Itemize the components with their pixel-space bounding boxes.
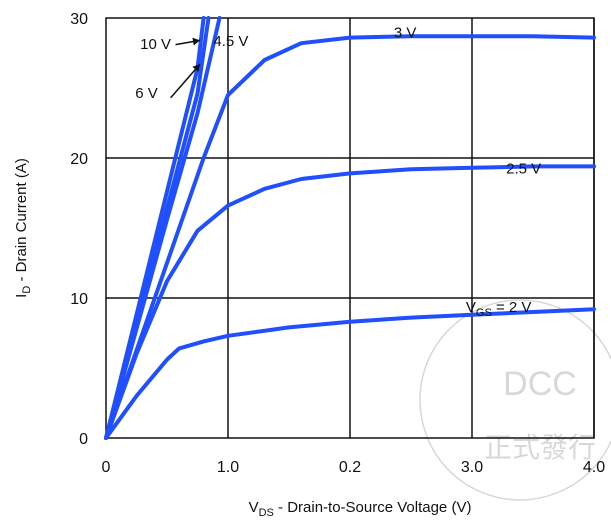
y-tick-label-0: 0 xyxy=(79,431,88,448)
series-line-4-5-v xyxy=(104,16,222,440)
plot-frame xyxy=(105,17,595,439)
annotation-arrowhead-6-v xyxy=(192,64,200,73)
x-tick-label-0: 0 xyxy=(102,459,111,476)
x-axis-title-main: V xyxy=(249,499,259,516)
annotation-label-6-v: 6 V xyxy=(135,85,158,102)
y-tick-label-1: 10 xyxy=(70,291,88,308)
y-axis-title-subscript: D xyxy=(21,286,33,294)
y-tick-label-3: 30 xyxy=(70,11,88,28)
annotation-marks: 10 V 6 V 4.5 V 3 V 2.5 V VGS = 2 V xyxy=(135,25,541,319)
annotation-arrow-6-v xyxy=(170,63,201,99)
x-tick-label-4: 4.0 xyxy=(583,459,605,476)
annotation-label-10-v: 10 V xyxy=(140,36,171,53)
series-line-2-5-v xyxy=(104,164,596,440)
x-axis-title-subscript: DS xyxy=(259,507,274,519)
watermark-text-primary: DCC xyxy=(503,365,577,403)
x-axis-title-rest: - Drain-to-Source Voltage (V) xyxy=(274,499,472,516)
grid-lines xyxy=(105,17,595,439)
y-axis-title: ID - Drain Current (A) xyxy=(13,158,33,298)
annotation-label-main-2-v: V xyxy=(466,299,476,316)
annotation-arrowhead-10-v xyxy=(192,37,200,46)
watermark-seal xyxy=(419,299,611,501)
annotation-label-2-5-v: 2.5 V xyxy=(506,160,541,177)
series-line-3-v xyxy=(104,34,596,440)
x-tick-label-1: 1.0 xyxy=(217,459,239,476)
watermark-text-secondary: 正式發行 xyxy=(484,432,596,463)
x-tick-label-3: 3.0 xyxy=(461,459,483,476)
annotation-label-3-v: 3 V xyxy=(394,25,417,42)
series-line-2-v xyxy=(104,307,596,440)
y-tick-label-2: 20 xyxy=(70,151,88,168)
series-lines xyxy=(104,16,596,440)
x-tick-label-2: 0.2 xyxy=(339,459,361,476)
watermark-group: DCC 正式發行 xyxy=(419,299,611,501)
annotation-label-2-v: VGS = 2 V xyxy=(466,299,532,319)
y-axis-title-rest: - Drain Current (A) xyxy=(13,158,30,286)
tick-labels: 0 1.0 0.2 3.0 4.0 0 10 20 30 xyxy=(70,11,605,476)
annotation-label-sub-2-v: GS xyxy=(476,307,492,319)
y-axis-title-main: I xyxy=(13,294,30,298)
annotation-label-4-5-v: 4.5 V xyxy=(213,33,248,50)
x-axis-title: VDS - Drain-to-Source Voltage (V) xyxy=(249,499,472,519)
annotation-label-rest-2-v: = 2 V xyxy=(492,299,532,316)
